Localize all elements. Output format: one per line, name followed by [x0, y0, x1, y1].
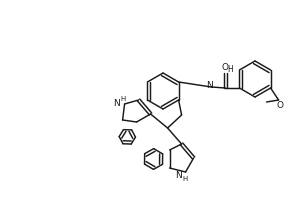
Text: O: O: [222, 63, 229, 72]
Text: H: H: [182, 176, 187, 182]
Text: N: N: [175, 171, 182, 180]
Text: N: N: [206, 82, 213, 91]
Text: O: O: [276, 101, 283, 110]
Text: H: H: [120, 96, 125, 102]
Text: H: H: [228, 65, 233, 74]
Text: N: N: [113, 100, 120, 109]
